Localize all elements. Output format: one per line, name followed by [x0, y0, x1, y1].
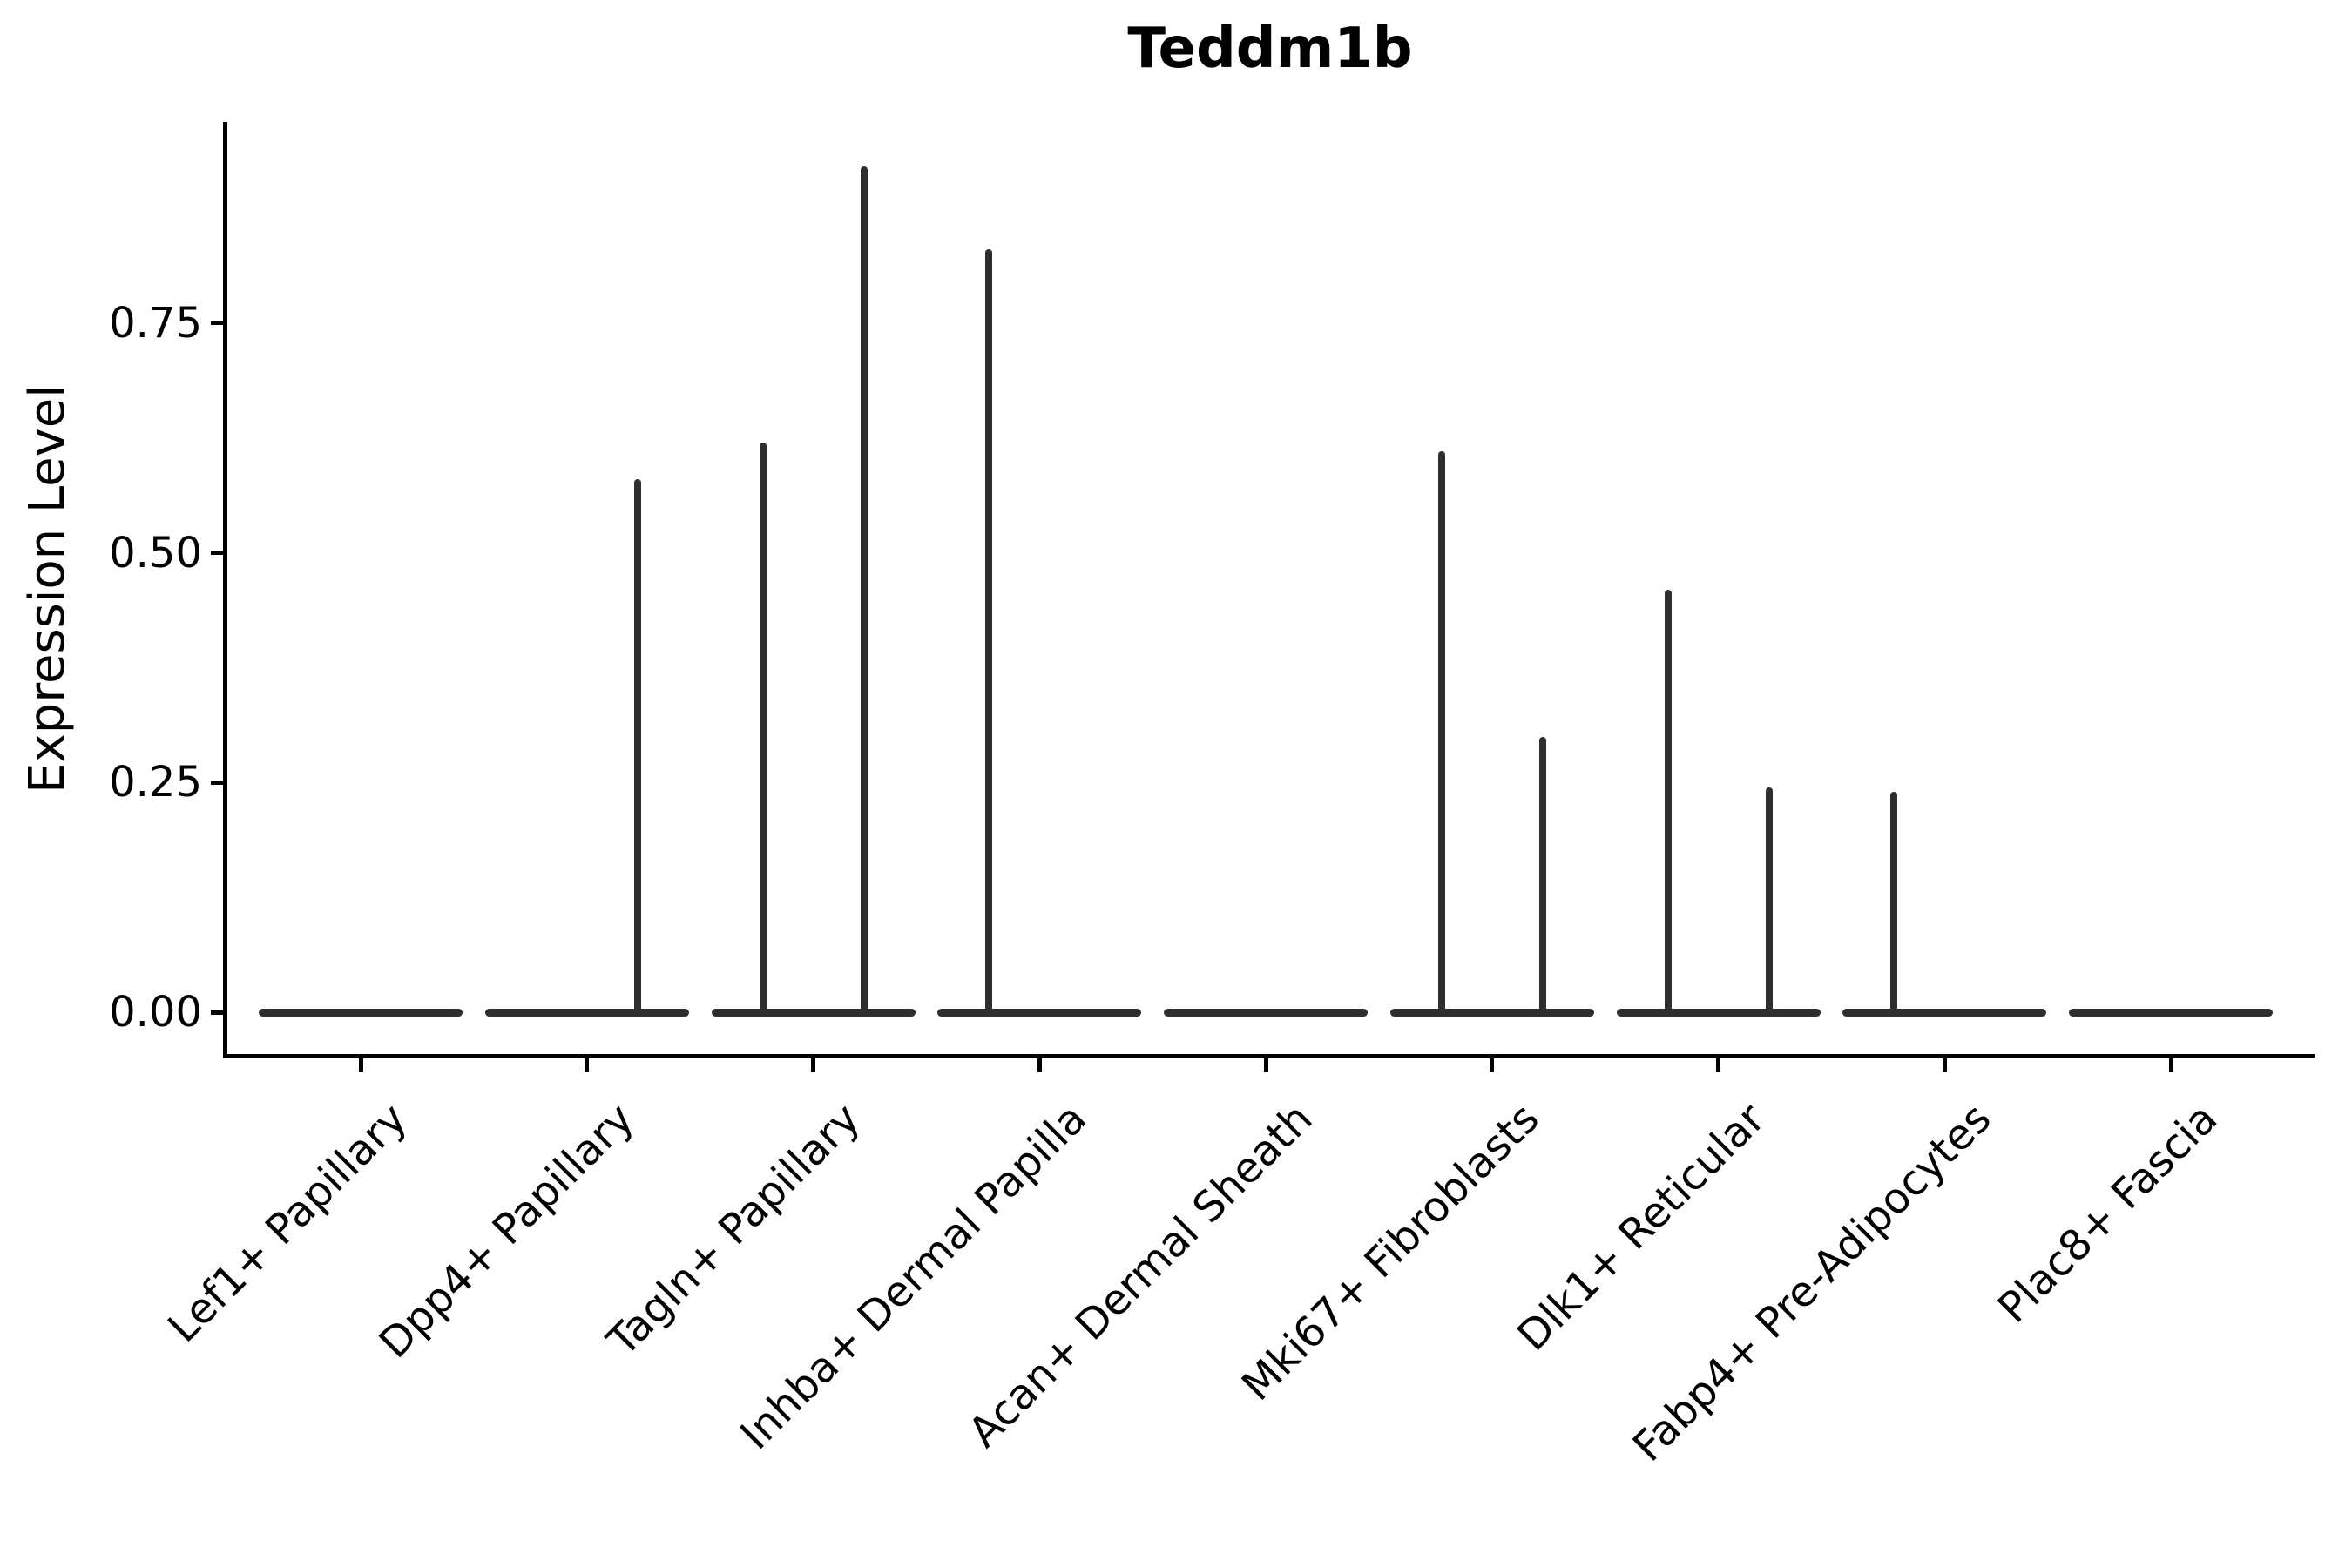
violin-spike [1890, 791, 1898, 1012]
x-axis-tick [1716, 1058, 1720, 1072]
violin-body [2069, 1008, 2273, 1017]
x-axis-tick [1037, 1058, 1042, 1072]
x-tick-label: Plac8+ Fascia [1989, 1094, 2227, 1333]
x-tick-label: Dlk1+ Reticular [1508, 1094, 1775, 1361]
x-axis-tick [585, 1058, 590, 1072]
plot-area [223, 122, 2315, 1058]
violin-body [1616, 1008, 1821, 1017]
y-tick-label: 0.50 [109, 528, 202, 578]
violin-body [711, 1008, 916, 1017]
violin-body [1389, 1008, 1594, 1017]
y-axis-tick [211, 551, 225, 555]
violin-spike [759, 442, 767, 1012]
x-axis-tick [358, 1058, 363, 1072]
violin-spike [860, 166, 868, 1012]
violin-spike [1765, 787, 1773, 1012]
x-axis-tick [1263, 1058, 1268, 1072]
violin-spike [633, 479, 641, 1012]
y-tick-label: 0.25 [109, 758, 202, 808]
x-axis-tick [2168, 1058, 2173, 1072]
y-axis-tick [211, 321, 225, 326]
y-tick-label: 0.00 [109, 988, 202, 1037]
chart-title: Teddm1b [1127, 17, 1413, 81]
violin-body [1842, 1008, 2047, 1017]
x-axis-tick [1942, 1058, 1947, 1072]
x-tick-label: Lef1+ Papillary [159, 1094, 417, 1352]
violin-spike [1437, 451, 1445, 1012]
violin-body [1164, 1008, 1368, 1017]
y-axis-tick [211, 1010, 225, 1015]
x-tick-label: Fabp4+ Pre-Adipocytes [1624, 1094, 2001, 1471]
violin-body [937, 1008, 1142, 1017]
y-axis-tick [211, 780, 225, 785]
violin-body [484, 1008, 689, 1017]
violin-spike [1664, 589, 1672, 1012]
violin-body [259, 1008, 463, 1017]
violin-spike [985, 249, 993, 1012]
violin-spike [1538, 736, 1546, 1012]
x-axis-tick [1490, 1058, 1495, 1072]
x-axis-tick [811, 1058, 815, 1072]
y-tick-label: 0.75 [109, 298, 202, 348]
x-tick-label: Tagln+ Papillary [598, 1094, 870, 1366]
